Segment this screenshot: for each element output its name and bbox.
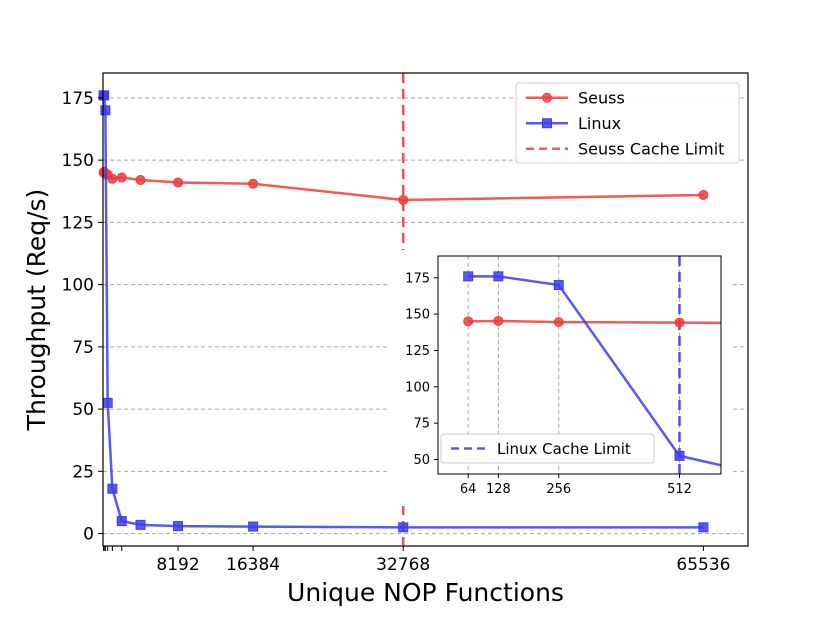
data-point-linux xyxy=(135,519,146,530)
legend-box xyxy=(515,82,740,164)
main-plot-frame xyxy=(102,72,749,547)
legend-label: Linux Cache Limit xyxy=(497,440,631,458)
main-legend: Seuss Linux Seuss Cache Limit xyxy=(515,82,740,164)
x-tick-label: 64 xyxy=(460,482,477,497)
data-point-linux xyxy=(173,521,184,532)
data-point-seuss xyxy=(674,317,685,328)
y-tick-label: 175 xyxy=(62,89,94,109)
y-tick-label: 75 xyxy=(72,338,94,358)
data-point-linux xyxy=(100,105,111,116)
y-tick-label: 125 xyxy=(62,213,94,233)
inset-y-ticks: 50 75 100 125 150 175 xyxy=(405,271,438,468)
legend-marker xyxy=(542,118,552,129)
data-point-linux xyxy=(674,450,685,461)
y-tick-label: 50 xyxy=(413,453,430,468)
data-point-linux xyxy=(398,522,409,533)
data-point-seuss xyxy=(463,316,474,327)
inset-x-ticks: 64 128 256 512 xyxy=(460,474,692,497)
y-tick-label: 75 xyxy=(413,417,430,432)
y-tick-label: 0 xyxy=(83,525,94,545)
data-point-linux xyxy=(553,280,564,291)
data-point-seuss xyxy=(116,172,127,183)
y-tick-label: 175 xyxy=(405,271,430,286)
y-tick-label: 150 xyxy=(405,308,430,323)
data-point-seuss xyxy=(248,178,259,189)
x-tick-label: 32768 xyxy=(376,555,430,575)
x-tick-label: 65536 xyxy=(676,555,730,575)
legend-label: Seuss Cache Limit xyxy=(578,140,724,159)
y-axis-label: Throughput (Req/s) xyxy=(22,189,51,432)
legend-marker xyxy=(542,92,552,103)
x-tick-label: 256 xyxy=(546,482,571,497)
data-point-seuss xyxy=(493,315,504,326)
inset-series xyxy=(463,271,722,467)
x-axis-label: Unique NOP Functions xyxy=(287,578,564,607)
data-point-linux xyxy=(107,483,118,494)
data-point-linux xyxy=(463,271,474,282)
data-point-linux xyxy=(116,516,127,527)
data-point-seuss xyxy=(107,173,118,184)
inset-chart: 50 75 100 125 150 175 64 128 256 512 Linux Cache… xyxy=(388,250,730,506)
data-point-linux xyxy=(698,522,709,533)
y-tick-label: 50 xyxy=(72,400,94,420)
data-point-seuss xyxy=(398,194,409,205)
y-tick-label: 100 xyxy=(405,380,430,395)
legend-label: Linux xyxy=(578,114,621,133)
y-tick-label: 25 xyxy=(72,462,94,482)
main-y-ticks: 0 25 50 75 100 125 150 175 xyxy=(62,89,103,545)
x-tick-label: 512 xyxy=(667,482,692,497)
main-x-ticks: 8192 16384 32768 65536 xyxy=(103,546,730,575)
data-point-linux xyxy=(99,90,110,101)
data-point-seuss xyxy=(553,317,564,328)
main-series xyxy=(98,90,709,533)
x-tick-label: 16384 xyxy=(226,555,280,575)
y-tick-label: 150 xyxy=(62,151,94,171)
x-tick-label: 8192 xyxy=(156,555,199,575)
x-tick-label: 128 xyxy=(486,482,511,497)
data-point-linux xyxy=(102,397,113,408)
data-point-seuss xyxy=(173,177,184,188)
legend-box xyxy=(440,433,655,464)
data-point-seuss xyxy=(698,189,709,200)
y-tick-label: 125 xyxy=(405,344,430,359)
data-point-linux xyxy=(493,271,504,282)
inset-legend: Linux Cache Limit xyxy=(440,433,655,464)
y-tick-label: 100 xyxy=(62,276,94,296)
legend-label: Seuss xyxy=(578,89,625,108)
inset-plot-frame xyxy=(437,255,722,475)
data-point-linux xyxy=(248,521,259,532)
data-point-seuss xyxy=(135,175,146,186)
